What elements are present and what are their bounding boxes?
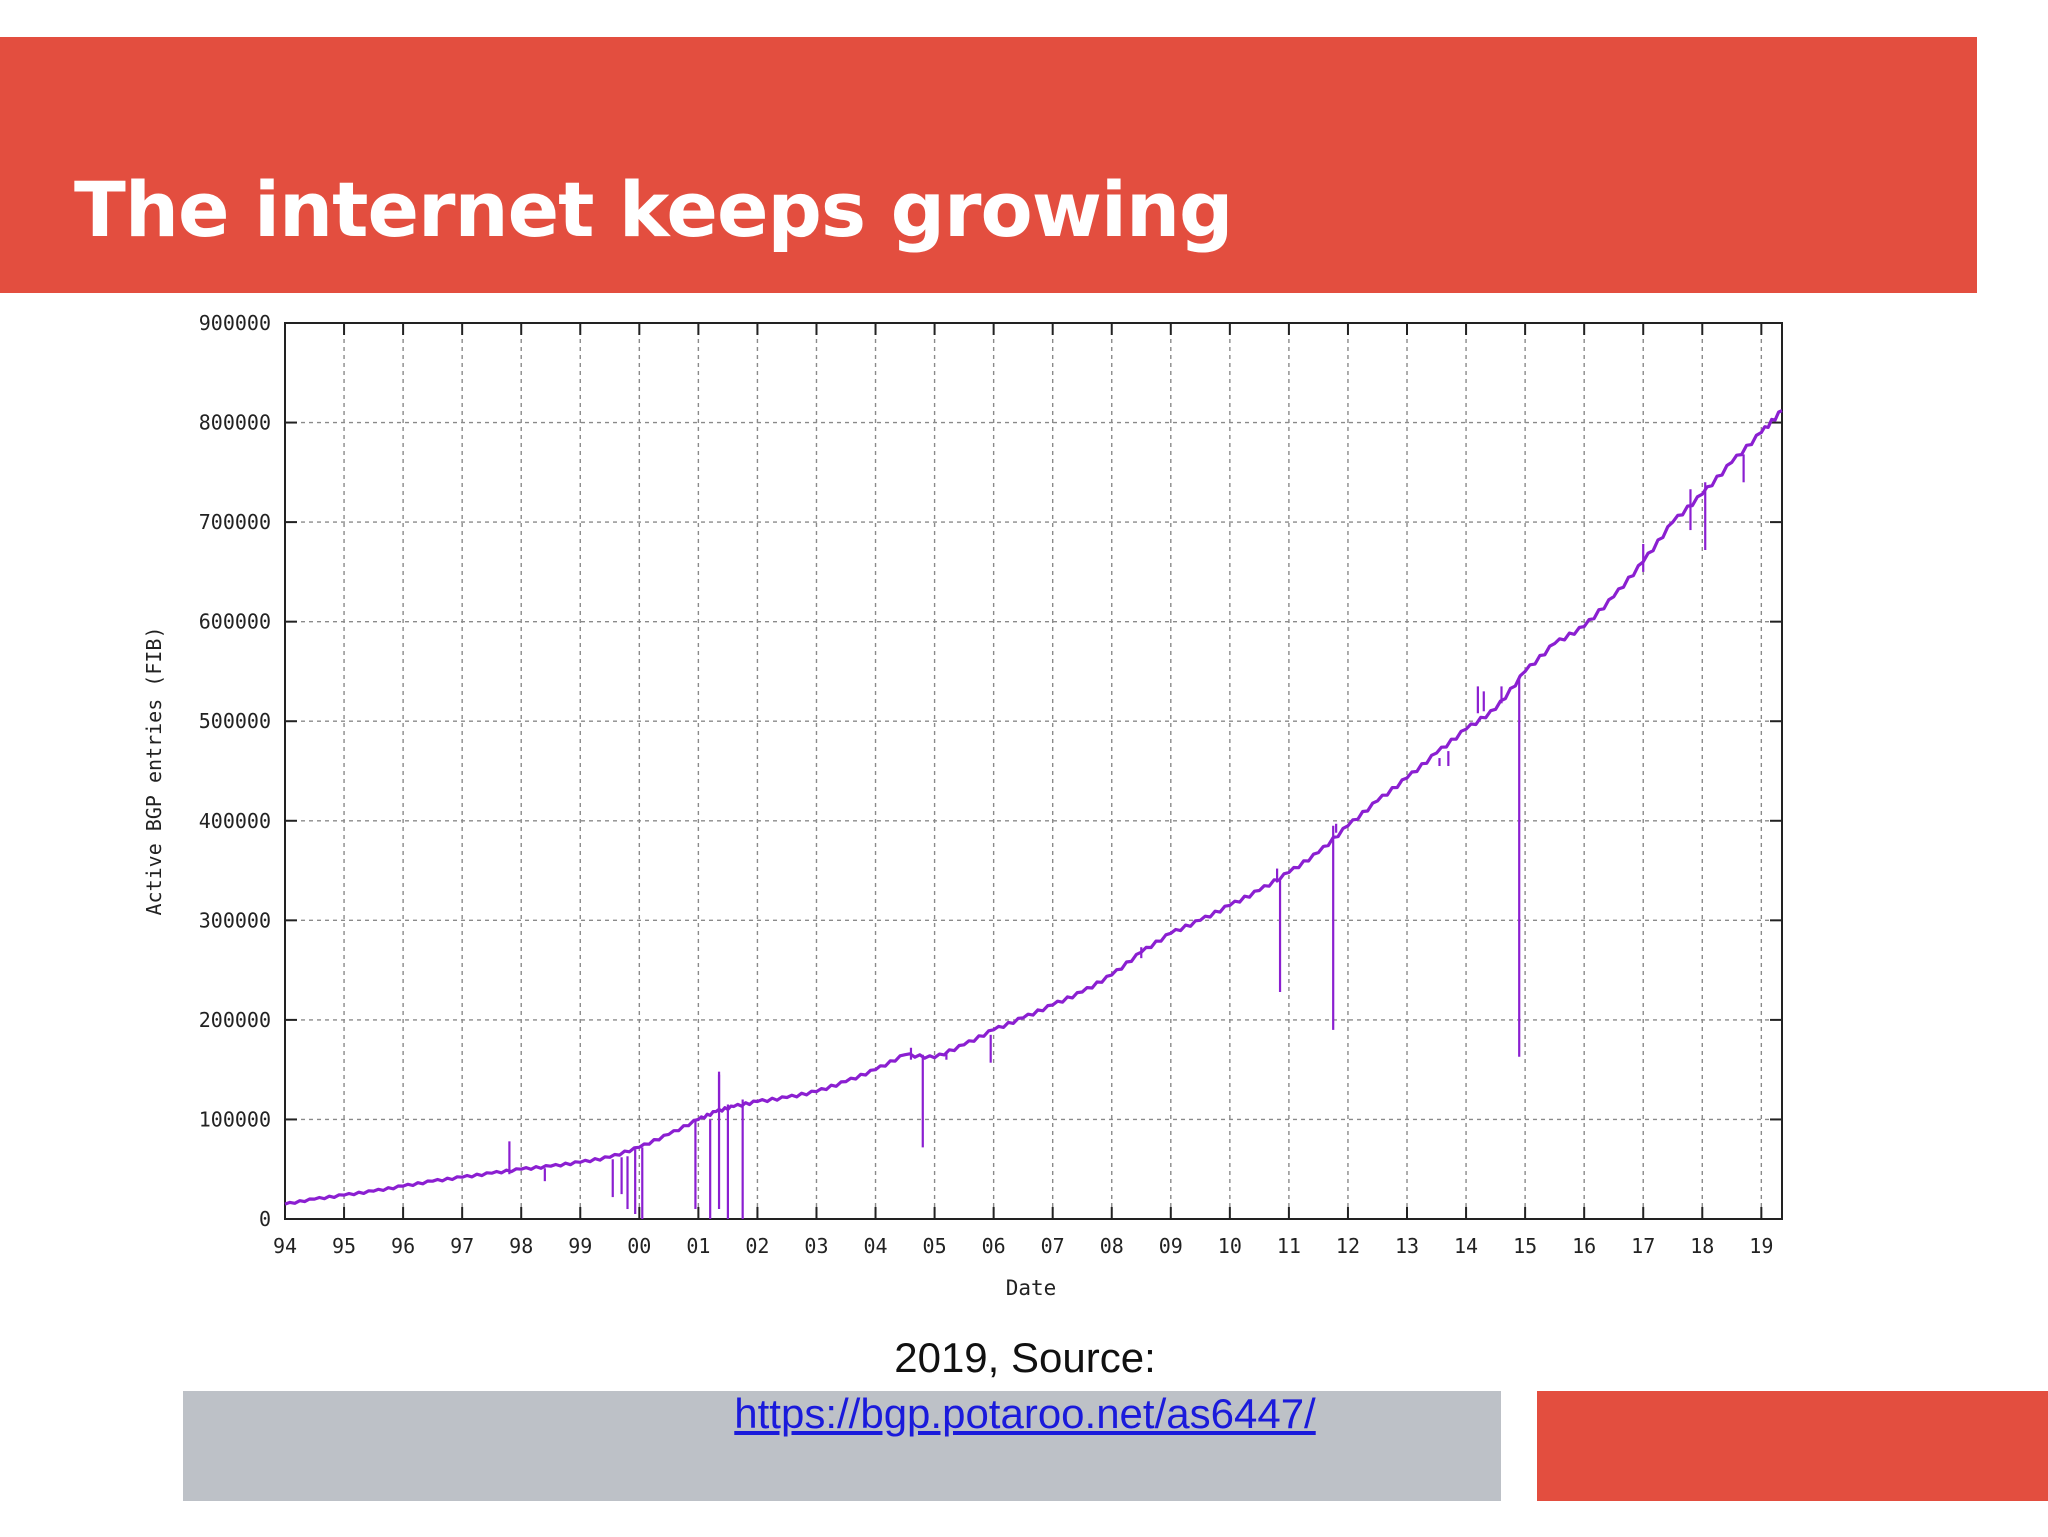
x-tick-label: 98 [509,1234,533,1258]
x-tick-label: 04 [863,1234,887,1258]
x-tick-label: 06 [982,1234,1006,1258]
bgp-growth-chart: 0 100000 200000 300000 400000 500000 600000 700… [142,311,1783,1300]
y-tick-label: 200000 [199,1008,271,1032]
header-band [0,37,1977,293]
y-tick-label: 800000 [199,411,271,435]
x-tick-label: 10 [1218,1234,1242,1258]
x-tick-label: 08 [1100,1234,1124,1258]
source-link[interactable]: https://bgp.potaroo.net/as6447/ [734,1390,1316,1437]
x-axis-label: Date [1006,1276,1057,1300]
x-tick-label: 01 [686,1234,710,1258]
x-tick-label: 18 [1690,1234,1714,1258]
y-tick-label: 100000 [199,1107,271,1131]
footer-gray-band [183,1391,1501,1501]
x-tick-label: 19 [1749,1234,1773,1258]
x-tick-label: 96 [391,1234,415,1258]
x-tick-label: 03 [804,1234,828,1258]
y-tick-label: 600000 [199,610,271,634]
x-tick-label: 13 [1395,1234,1419,1258]
y-tick-label: 900000 [199,311,271,335]
footer-red-band [1537,1391,2048,1501]
y-tick-label: 700000 [199,510,271,534]
x-tick-label: 02 [745,1234,769,1258]
x-tick-label: 16 [1572,1234,1596,1258]
x-tick-label: 12 [1336,1234,1360,1258]
y-tick-label: 400000 [199,809,271,833]
x-tick-label: 97 [450,1234,474,1258]
x-tick-label: 14 [1454,1234,1478,1258]
x-tick-label: 99 [568,1234,592,1258]
x-tick-label: 94 [273,1234,297,1258]
series-line [284,409,1783,1206]
x-tick-label: 05 [923,1234,947,1258]
source-caption: 2019, Source: [894,1334,1156,1381]
y-tick-label: 500000 [199,709,271,733]
grid-layer [285,323,1782,1219]
x-tick-label: 95 [332,1234,356,1258]
y-tick-label: 0 [259,1207,271,1231]
tick-layer [284,322,1782,1220]
y-axis-label: Active BGP entries (FIB) [142,627,166,916]
x-tick-label: 11 [1277,1234,1301,1258]
label-layer: 0 100000 200000 300000 400000 500000 600000 700… [199,311,1774,1258]
slide-title: The internet keeps growing [74,165,1233,254]
x-tick-label: 17 [1631,1234,1655,1258]
x-tick-label: 09 [1159,1234,1183,1258]
x-tick-label: 00 [627,1234,651,1258]
x-tick-label: 15 [1513,1234,1537,1258]
y-tick-label: 300000 [199,908,271,932]
plot-frame [284,322,1783,1220]
series-layer [284,409,1783,1219]
x-tick-label: 07 [1041,1234,1065,1258]
